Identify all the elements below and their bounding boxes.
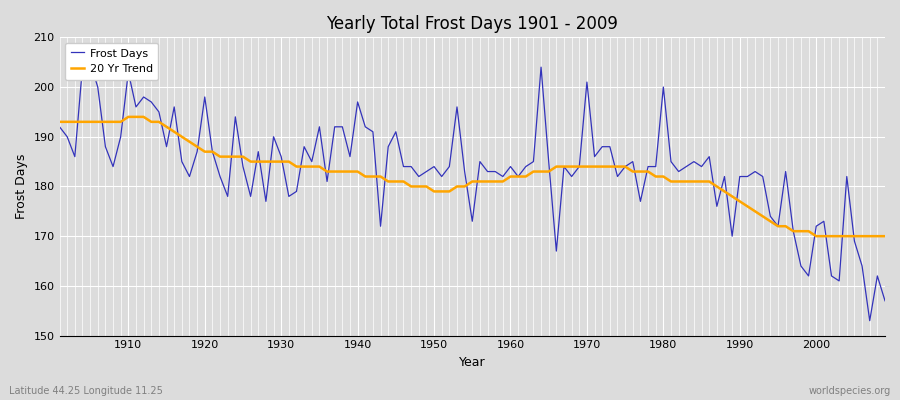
20 Yr Trend xyxy=(115,120,126,124)
20 Yr Trend xyxy=(605,164,616,169)
Legend: Frost Days, 20 Yr Trend: Frost Days, 20 Yr Trend xyxy=(65,43,158,80)
Text: Latitude 44.25 Longitude 11.25: Latitude 44.25 Longitude 11.25 xyxy=(9,386,163,396)
Frost Days xyxy=(291,189,302,194)
Frost Days xyxy=(605,144,616,149)
Line: Frost Days: Frost Days xyxy=(59,62,885,321)
Y-axis label: Frost Days: Frost Days xyxy=(15,154,28,219)
Text: worldspecies.org: worldspecies.org xyxy=(809,386,891,396)
Line: 20 Yr Trend: 20 Yr Trend xyxy=(59,117,885,236)
X-axis label: Year: Year xyxy=(459,356,486,369)
20 Yr Trend xyxy=(54,120,65,124)
20 Yr Trend xyxy=(505,174,516,179)
20 Yr Trend xyxy=(291,164,302,169)
20 Yr Trend xyxy=(123,114,134,119)
20 Yr Trend xyxy=(811,234,822,238)
20 Yr Trend xyxy=(879,234,890,238)
20 Yr Trend xyxy=(513,174,524,179)
Frost Days xyxy=(864,318,875,323)
Frost Days xyxy=(337,124,347,129)
Title: Yearly Total Frost Days 1901 - 2009: Yearly Total Frost Days 1901 - 2009 xyxy=(327,15,618,33)
Frost Days xyxy=(85,60,95,64)
Frost Days xyxy=(54,124,65,129)
20 Yr Trend xyxy=(337,169,347,174)
Frost Days xyxy=(505,164,516,169)
Frost Days xyxy=(879,298,890,303)
Frost Days xyxy=(513,174,524,179)
Frost Days xyxy=(123,70,134,74)
